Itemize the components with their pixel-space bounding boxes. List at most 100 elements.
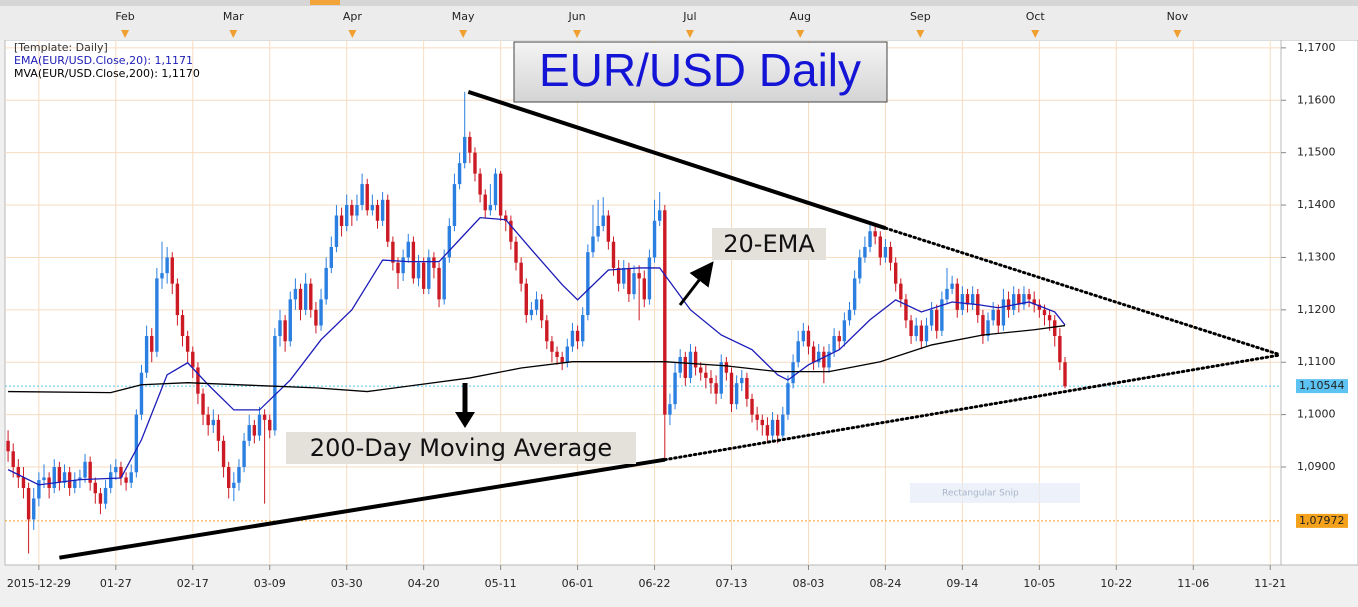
- candle-body: [386, 199, 390, 242]
- candle-body: [596, 226, 600, 237]
- candle-body: [252, 425, 257, 436]
- x-tick-label: 10-22: [1100, 577, 1132, 590]
- candle-body: [73, 480, 77, 488]
- candle-body: [37, 480, 41, 499]
- candle-body: [919, 325, 924, 342]
- candle-body: [47, 477, 51, 488]
- legend-entry: EMA(EUR/USD.Close,20): 1,1171: [14, 54, 193, 67]
- candle-body: [858, 257, 862, 279]
- x-tick-label: 09-14: [946, 577, 978, 590]
- price-label: 1,10544: [1299, 379, 1345, 392]
- candle-body: [745, 377, 749, 399]
- x-tick-label: 11-21: [1254, 577, 1286, 590]
- candle-body: [929, 309, 934, 326]
- plot-area: [4, 39, 1282, 566]
- chart-title: EUR/USD Daily: [539, 44, 861, 96]
- candle-body: [170, 257, 174, 284]
- candle-body: [211, 419, 216, 426]
- candle-body: [714, 383, 718, 394]
- candle-body: [539, 299, 544, 321]
- candle-body: [350, 205, 354, 216]
- candle-body: [421, 262, 426, 289]
- candle-body: [226, 467, 231, 488]
- candle-body: [457, 163, 462, 185]
- y-tick-label: 1,1000: [1297, 408, 1336, 421]
- candle-body: [221, 440, 226, 468]
- x-tick-label: 2015-12-29: [7, 577, 71, 590]
- candle-body: [991, 309, 995, 321]
- candle-body: [1006, 299, 1011, 310]
- trend-line: [59, 457, 666, 560]
- candle-body: [1022, 294, 1026, 305]
- candle-body: [704, 372, 708, 378]
- candle-body: [863, 246, 867, 258]
- candle-body: [1017, 294, 1021, 305]
- price-axis: [1280, 39, 1358, 566]
- candle-body: [534, 299, 539, 310]
- candle-body: [832, 336, 836, 352]
- candle-body: [693, 351, 698, 368]
- annotation-box: [286, 432, 636, 464]
- candle-body: [493, 173, 498, 206]
- candle-body: [760, 419, 764, 426]
- scrollbar-thumb[interactable]: [310, 0, 340, 5]
- candle-body: [201, 393, 205, 415]
- candle-body: [791, 362, 795, 384]
- candle-body: [519, 262, 523, 284]
- candle-body: [935, 309, 939, 331]
- candle-body: [1047, 315, 1052, 321]
- price-label-box: [1296, 379, 1348, 394]
- candle-body: [21, 477, 26, 488]
- candle-body: [683, 356, 688, 378]
- candle-body: [601, 215, 605, 227]
- candle-body: [873, 231, 877, 237]
- candle-body: [509, 220, 513, 242]
- month-marker: [229, 30, 238, 38]
- candle-body: [591, 236, 595, 253]
- y-tick-label: 1,1600: [1297, 93, 1336, 106]
- candle-body: [622, 267, 626, 284]
- candle-body: [1027, 294, 1031, 300]
- candle-body: [262, 414, 267, 420]
- candle-body: [427, 257, 431, 289]
- candle-body: [83, 461, 87, 478]
- month-marker: [348, 30, 357, 38]
- candle-body: [298, 288, 303, 310]
- candle-body: [360, 184, 364, 206]
- arrow: [678, 261, 714, 306]
- scrollbar[interactable]: [0, 0, 1358, 6]
- candle-body: [452, 184, 457, 227]
- y-tick-label: 1,1500: [1297, 146, 1336, 159]
- candle-body: [442, 257, 446, 300]
- candle-body: [914, 325, 918, 337]
- candle-body: [411, 241, 416, 279]
- candle-body: [765, 425, 770, 436]
- month-label: Oct: [1026, 10, 1046, 23]
- candle-body: [786, 383, 790, 415]
- candle-body: [380, 199, 385, 221]
- candle-body: [632, 273, 636, 295]
- candle-body: [514, 241, 518, 263]
- candle-body: [180, 315, 185, 337]
- candle-body: [247, 425, 251, 441]
- candle-body: [6, 440, 10, 452]
- month-marker: [1173, 30, 1182, 38]
- candle-body: [565, 346, 570, 363]
- candle-body: [504, 215, 508, 221]
- candle-body: [175, 283, 180, 316]
- x-tick-label: 03-09: [254, 577, 286, 590]
- candle-body: [498, 173, 503, 216]
- candle-body: [257, 414, 262, 436]
- candle-body: [216, 419, 221, 441]
- candle-body: [827, 351, 831, 368]
- month-marker: [459, 30, 468, 38]
- candle-body: [283, 320, 287, 342]
- candle-body: [899, 283, 903, 300]
- title-box: [513, 41, 888, 103]
- candle-body: [611, 241, 616, 268]
- y-tick-label: 1,1400: [1297, 198, 1336, 211]
- candle-body: [232, 482, 236, 488]
- candle-body: [1011, 294, 1016, 310]
- candle-body: [627, 267, 631, 295]
